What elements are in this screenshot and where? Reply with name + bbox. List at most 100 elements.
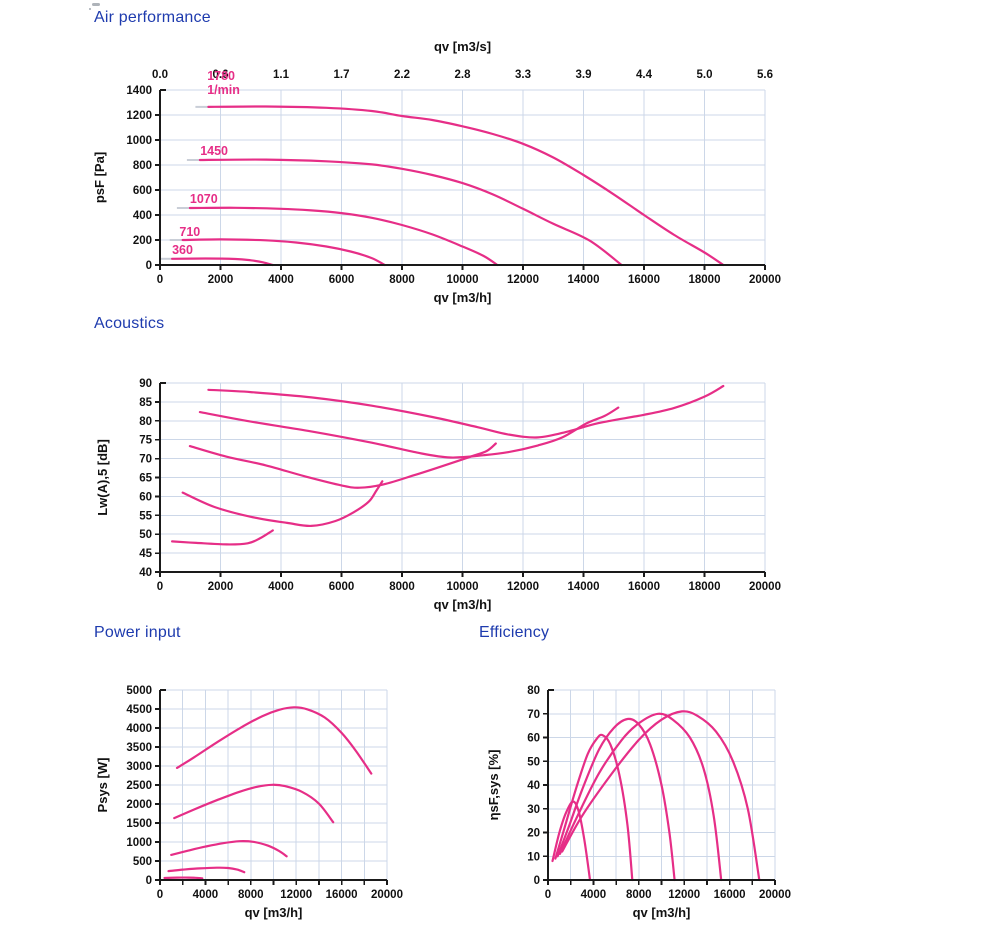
y-tick-label: 0 [146, 875, 152, 887]
efficiency-heading: Efficiency [479, 624, 550, 641]
x2-tick-label: 2.8 [455, 69, 472, 81]
x-tick-label: 10000 [447, 274, 479, 286]
x-axis-title: qv [m3/h] [434, 597, 492, 612]
air-performance-leadins [159, 105, 209, 260]
x2-tick-label: 3.3 [515, 69, 531, 81]
x-tick-label: 12000 [507, 274, 539, 286]
curve-710 [554, 733, 634, 882]
y-tick-label: 5000 [126, 685, 152, 697]
curve-1070 [170, 840, 288, 858]
y-tick-label: 1500 [126, 818, 152, 830]
x-tick-label: 2000 [208, 274, 234, 286]
power-input-axes [155, 689, 388, 885]
curve-1070 [188, 442, 497, 489]
y-tick-label: 50 [139, 529, 152, 541]
y-tick-label: 75 [139, 435, 152, 447]
x2-tick-label: 3.9 [576, 69, 592, 81]
x-axis-title: qv [m3/h] [434, 290, 492, 305]
curve-1450 [198, 406, 620, 459]
x-tick-label: 4000 [581, 889, 607, 901]
curve-360 [171, 257, 274, 267]
curve-1450 [558, 712, 723, 882]
x-tick-label: 8000 [389, 274, 415, 286]
curve-1450 [173, 783, 335, 824]
rpm-label-360: 360 [172, 243, 193, 257]
y-axis-title: ηsF,sys [%] [486, 750, 501, 821]
x-tick-label: 10000 [447, 581, 479, 593]
y-tick-label: 3500 [126, 742, 152, 754]
x-tick-label: 20000 [749, 274, 781, 286]
x-tick-label: 8000 [626, 889, 652, 901]
curve-1780 [175, 706, 373, 775]
x2-tick-label: 2.2 [394, 69, 410, 81]
x2-tick-label: 4.4 [636, 69, 653, 81]
acoustics-axes [155, 382, 766, 577]
rpm-label-1450: 1450 [200, 144, 228, 158]
y-tick-label: 90 [139, 378, 152, 390]
y-axis-title: psF [Pa] [92, 152, 107, 203]
x-tick-label: 16000 [628, 274, 660, 286]
page-corner-artifact [92, 3, 100, 6]
curve-710 [181, 480, 384, 528]
x-tick-label: 2000 [208, 581, 234, 593]
x2-tick-label: 5.0 [697, 69, 713, 81]
curve-710 [181, 238, 386, 267]
x-tick-label: 20000 [371, 889, 403, 901]
power-input-heading: Power input [94, 624, 181, 641]
x-tick-label: 20000 [749, 581, 781, 593]
page-corner-dot [89, 8, 91, 10]
power-input-chart: 0 500 1000 1500 2000 2500 3000 3500 4000 4500 5000… [95, 685, 403, 920]
y-tick-label: 600 [133, 185, 152, 197]
x2-tick-label: 0.6 [213, 69, 229, 81]
rpm-label-1070: 1070 [190, 192, 218, 206]
x-tick-label: 14000 [568, 274, 600, 286]
x-tick-label: 12000 [280, 889, 312, 901]
y-tick-label: 4000 [126, 723, 152, 735]
y-axis-title: Psys [W] [95, 758, 110, 813]
y-tick-label: 800 [133, 160, 152, 172]
y-tick-label: 1200 [126, 110, 152, 122]
y-tick-label: 2500 [126, 780, 152, 792]
curve-1780 [207, 105, 725, 267]
x-tick-label: 0 [157, 889, 163, 901]
y-axis-title: Lw(A),5 [dB] [95, 439, 110, 516]
x-tick-label: 18000 [689, 581, 721, 593]
y-tick-label: 55 [139, 510, 152, 522]
x-tick-label: 16000 [714, 889, 746, 901]
curve-710 [167, 866, 246, 874]
x-tick-label: 4000 [193, 889, 219, 901]
y-tick-label: 1000 [126, 135, 152, 147]
x-tick-label: 0 [157, 274, 163, 286]
air-performance-axes [155, 89, 766, 270]
y-tick-label: 80 [527, 685, 540, 697]
y-tick-label: 65 [139, 473, 152, 485]
x-tick-label: 6000 [329, 274, 355, 286]
curve-360 [171, 529, 274, 546]
y-tick-label: 0 [146, 260, 152, 272]
rpm-label-1780: 1780 [207, 69, 235, 83]
y-tick-label: 400 [133, 210, 152, 222]
rpm-label-1-min: 1/min [207, 83, 240, 97]
x-tick-label: 16000 [326, 889, 358, 901]
y-tick-label: 85 [139, 397, 152, 409]
y-tick-label: 70 [527, 709, 540, 721]
x2-tick-label: 1.7 [334, 69, 350, 81]
x2-tick-label: 0.0 [152, 69, 168, 81]
x-tick-label: 8000 [389, 581, 415, 593]
x-tick-label: 8000 [238, 889, 264, 901]
x-tick-label: 4000 [268, 274, 294, 286]
curve-1070 [556, 717, 676, 882]
x-tick-label: 4000 [268, 581, 294, 593]
x-tick-label: 12000 [507, 581, 539, 593]
y-tick-label: 10 [527, 851, 540, 863]
y-tick-label: 45 [139, 548, 152, 560]
x-tick-label: 18000 [689, 274, 721, 286]
y-tick-label: 1400 [126, 85, 152, 97]
curve-1070 [188, 206, 499, 267]
air-performance-heading: Air performance [94, 9, 211, 26]
efficiency-chart: 0 10 20 30 40 50 60 70 80 0 4000 8000 12000 16000 2000… [486, 685, 791, 920]
x-tick-label: 14000 [568, 581, 600, 593]
